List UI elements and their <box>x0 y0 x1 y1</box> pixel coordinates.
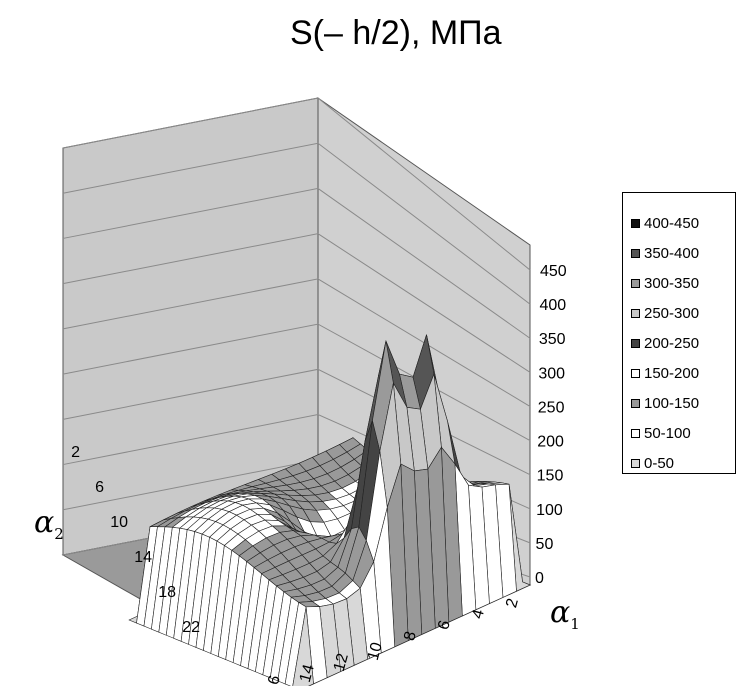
legend-swatch <box>631 398 640 408</box>
alpha1-tick-label: 10 <box>365 641 386 663</box>
z-axis-tick-labels: 0 50 100 150 200 250 300 350 400 450 <box>535 263 567 587</box>
alpha2-axis-label: α2 <box>34 505 64 543</box>
legend-swatch <box>631 338 640 348</box>
legend-label: 300-350 <box>644 274 700 292</box>
legend-item: 200-250 <box>631 333 699 353</box>
alpha1-tick-label: 8 <box>401 630 420 643</box>
gridline <box>62 278 531 407</box>
z-tick-label: 350 <box>539 331 566 348</box>
legend-item: 400-450 <box>631 213 699 233</box>
legend-label: 50-100 <box>644 424 691 442</box>
gridline <box>62 368 531 476</box>
z-tick-label: 300 <box>538 365 565 382</box>
legend-item: 100-150 <box>631 393 699 413</box>
alpha2-tick-label: 6 <box>95 479 104 496</box>
alpha1-tick-label: 2 <box>503 597 522 610</box>
legend-item: 150-200 <box>631 363 699 383</box>
legend-swatch <box>631 278 640 288</box>
legend-swatch <box>631 368 640 378</box>
legend-item: 250-300 <box>631 303 699 323</box>
gridline <box>62 142 531 305</box>
legend-swatch <box>631 428 640 438</box>
z-tick-label: 450 <box>540 263 567 280</box>
surface-mesh <box>128 334 531 686</box>
chart-title: S(– h/2), МПа <box>290 14 502 52</box>
alpha1-tick-labels: 24681012141618 <box>229 597 522 686</box>
alpha1-tick-label: 14 <box>297 663 318 685</box>
legend-item: 350-400 <box>631 243 699 263</box>
legend-label: 350-400 <box>644 244 700 262</box>
legend-item: 50-100 <box>631 423 691 443</box>
legend-swatch <box>631 308 640 318</box>
legend-swatch <box>631 248 640 258</box>
z-tick-label: 0 <box>535 570 544 587</box>
gridline <box>62 233 531 373</box>
alpha2-tick-label: 18 <box>158 584 176 601</box>
legend-label: 250-300 <box>644 304 700 322</box>
surface-cell <box>292 606 314 686</box>
alpha1-tick-label: 16 <box>263 674 284 686</box>
legend-item: 0-50 <box>631 453 674 473</box>
alpha2-tick-label: 14 <box>134 549 152 566</box>
legend-swatch <box>631 458 640 468</box>
legend-swatch <box>631 218 640 228</box>
gridline <box>62 323 531 441</box>
legend-item: 300-350 <box>631 273 699 293</box>
gridline <box>62 97 531 271</box>
z-tick-label: 150 <box>537 468 564 485</box>
alpha1-tick-label: 4 <box>469 608 488 621</box>
alpha2-tick-label: 2 <box>71 444 80 461</box>
alpha2-tick-labels: 2 6 10 14 18 22 <box>71 444 200 636</box>
legend-label: 100-150 <box>644 394 700 412</box>
alpha2-tick-label: 22 <box>182 619 200 636</box>
legend-label: 0-50 <box>644 454 675 472</box>
alpha2-tick-label: 10 <box>110 514 128 531</box>
z-tick-label: 100 <box>536 502 563 519</box>
legend-label: 400-450 <box>644 214 700 232</box>
z-tick-label: 250 <box>538 399 565 416</box>
alpha1-tick-label: 12 <box>331 652 352 674</box>
gridline <box>62 187 531 339</box>
z-tick-label: 200 <box>537 434 564 451</box>
alpha1-tick-label: 6 <box>435 619 454 632</box>
z-tick-label: 50 <box>536 536 554 553</box>
z-tick-label: 400 <box>539 297 566 314</box>
legend: 400-450 350-400 300-350 250-300 200-250 150-2… <box>622 192 736 474</box>
alpha1-axis-label: α1 <box>550 595 580 633</box>
legend-label: 200-250 <box>644 334 700 352</box>
legend-label: 150-200 <box>644 364 700 382</box>
